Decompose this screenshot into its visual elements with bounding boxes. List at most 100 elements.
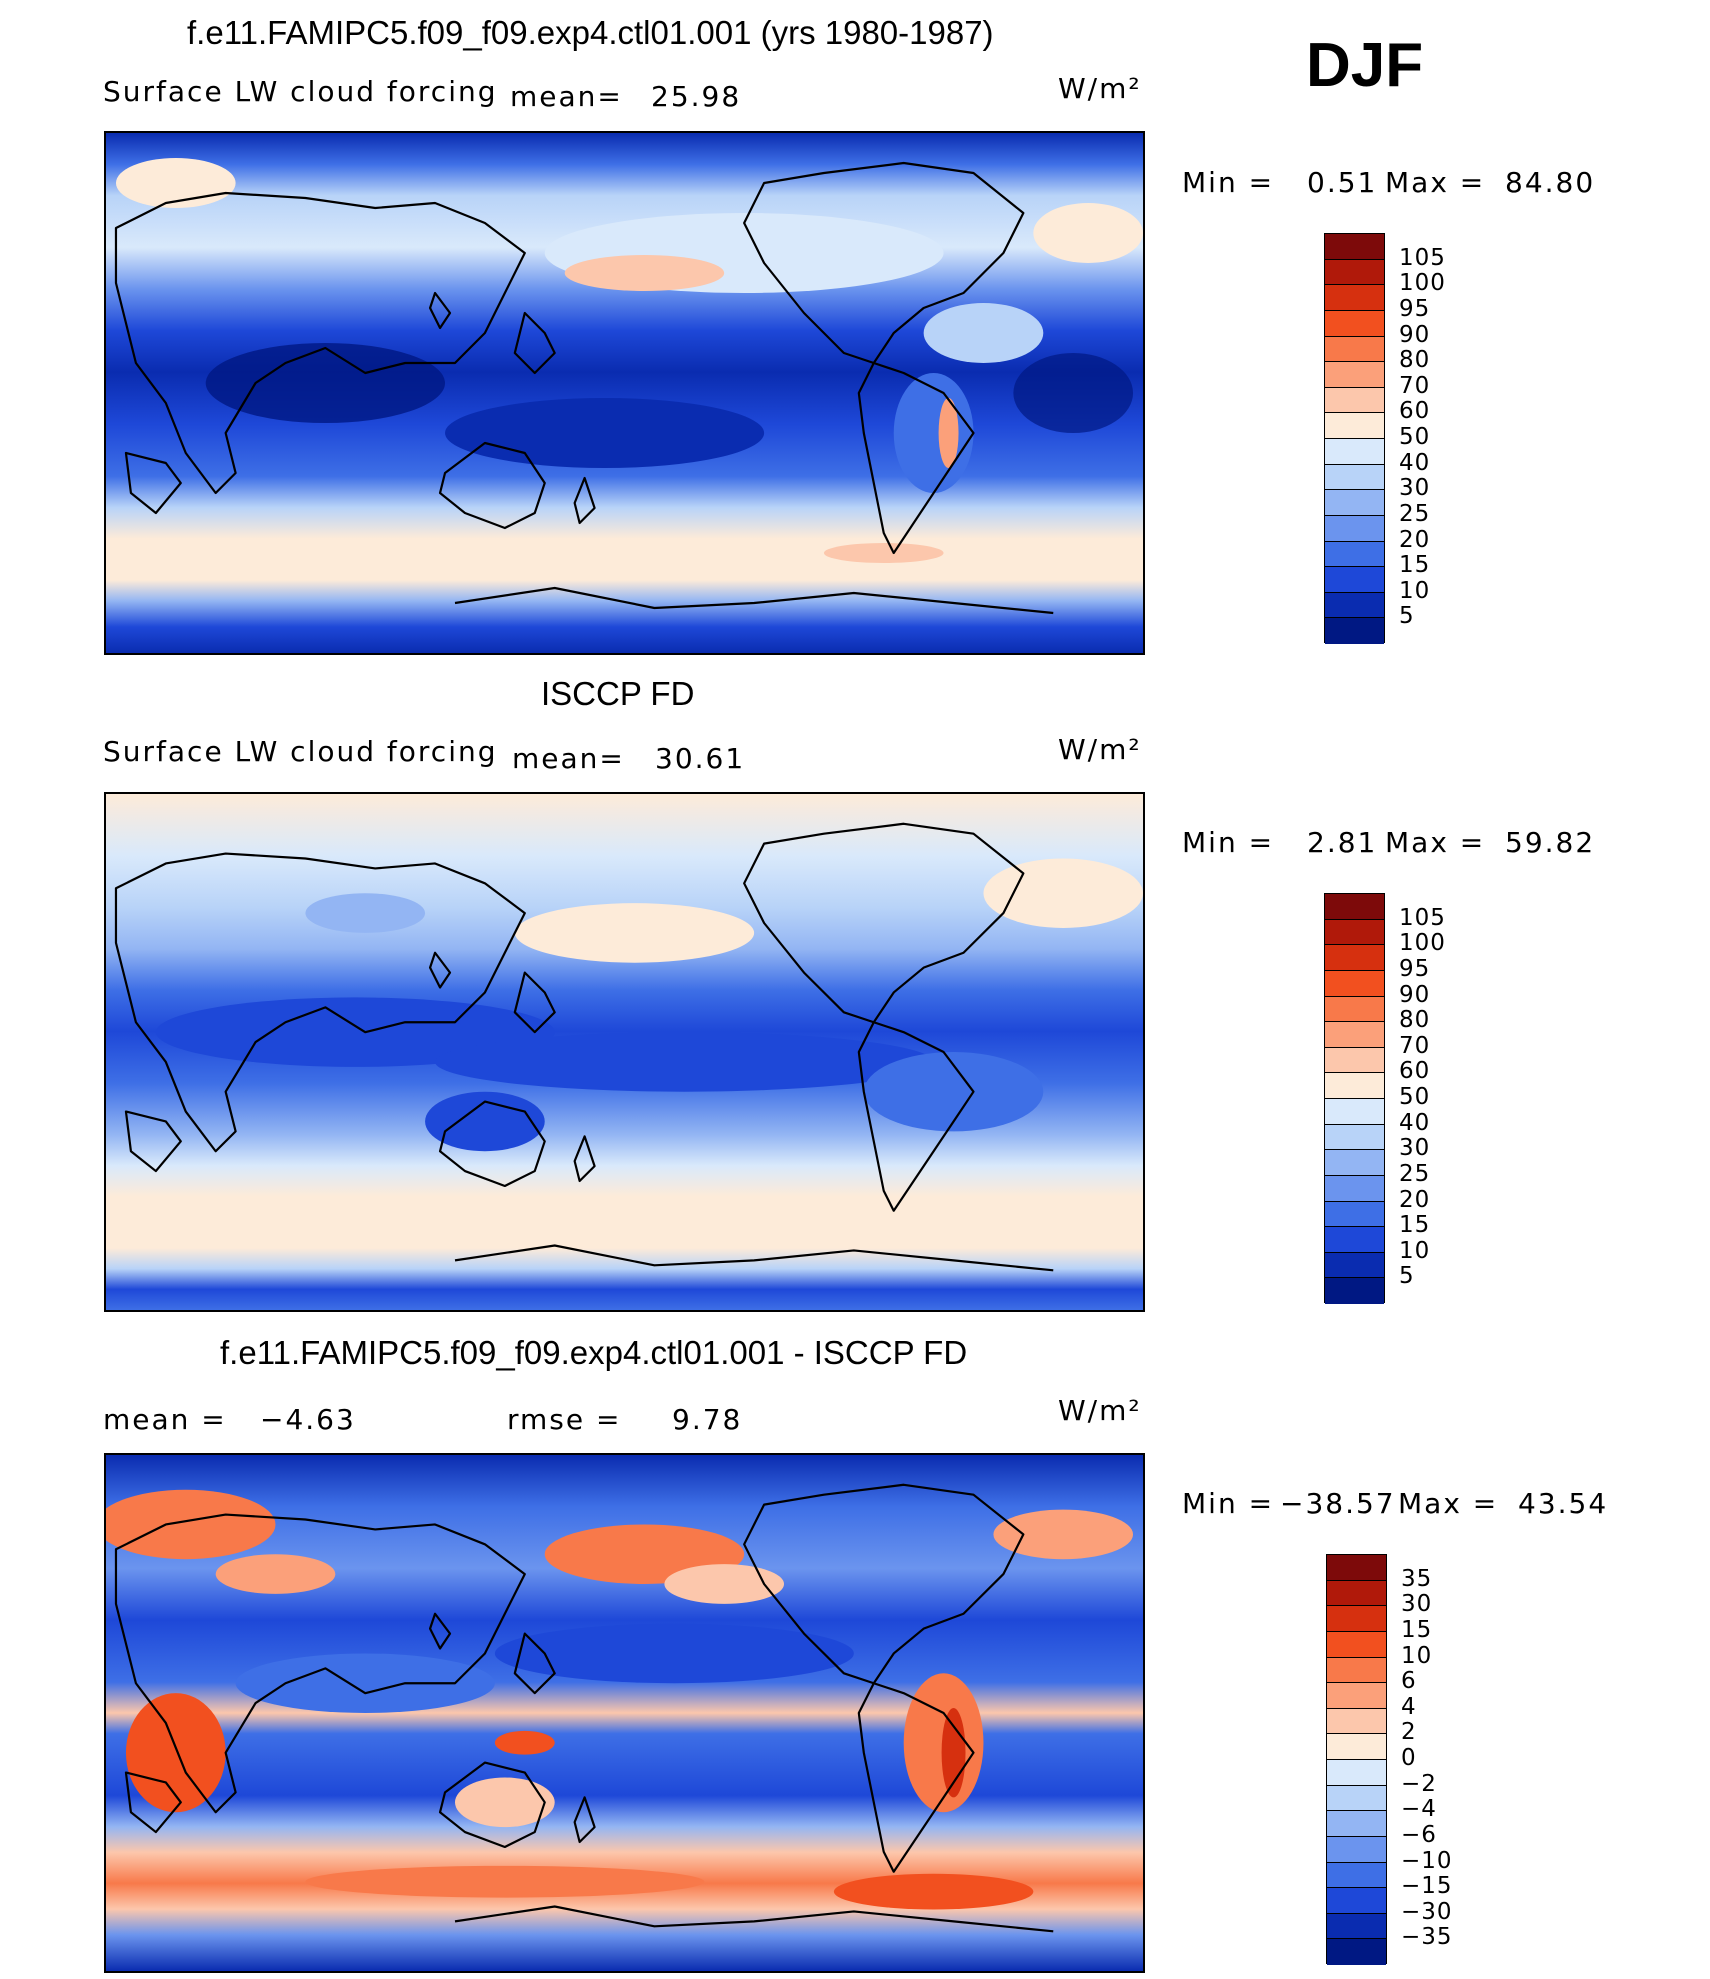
colorbar-tick-label: 100	[1399, 930, 1446, 957]
colorbar-swatch	[1325, 1252, 1384, 1279]
colorbar-tick-label: 0	[1401, 1745, 1417, 1771]
panel2-min-value: 2.81	[1307, 826, 1378, 859]
colorbar-swatch	[1325, 1278, 1384, 1304]
colorbar-swatch	[1325, 310, 1384, 337]
panel2-max-value: 59.82	[1505, 826, 1596, 859]
colorbar-swatch	[1325, 1047, 1384, 1074]
colorbar-swatch	[1327, 1580, 1386, 1607]
panel1-title: f.e11.FAMIPC5.f09_f09.exp4.ctl01.001 (yr…	[187, 14, 994, 51]
colorbar-swatch	[1325, 996, 1384, 1023]
panel2-units: W/m²	[1058, 733, 1142, 766]
panel2-title: ISCCP FD	[541, 675, 695, 712]
colorbar-tick-label: 60	[1399, 1058, 1431, 1085]
colorbar-tick-label: 10	[1401, 1642, 1433, 1669]
colorbar-swatch	[1325, 894, 1384, 920]
panel3-units: W/m²	[1058, 1394, 1142, 1427]
colorbar-tick-label: 50	[1399, 1084, 1431, 1110]
panel1-map	[104, 131, 1145, 655]
colorbar-tick-label: 20	[1399, 526, 1431, 553]
panel3-title: f.e11.FAMIPC5.f09_f09.exp4.ctl01.001 - I…	[220, 1334, 968, 1371]
colorbar-tick-label: 90	[1399, 981, 1431, 1008]
colorbar-swatch	[1327, 1555, 1386, 1581]
panel1-mean-value: 25.98	[651, 80, 742, 113]
colorbar-swatch	[1327, 1913, 1386, 1940]
colorbar-swatch	[1325, 919, 1384, 946]
colorbar-swatch	[1327, 1708, 1386, 1735]
colorbar-tick-label: 70	[1399, 1032, 1431, 1059]
colorbar-tick-label: 2	[1401, 1719, 1417, 1746]
colorbar-tick-label: 90	[1399, 321, 1431, 348]
panel2-variable-label: Surface LW cloud forcing	[103, 735, 498, 768]
colorbar-tick-label: 25	[1399, 1160, 1431, 1187]
colorbar-tick-label: 10	[1399, 1237, 1431, 1264]
colorbar-swatch	[1327, 1760, 1386, 1786]
colorbar-swatch	[1325, 1227, 1384, 1253]
colorbar-swatch	[1325, 515, 1384, 542]
colorbar-swatch	[1327, 1683, 1386, 1709]
panel3-max-label: Max =	[1398, 1487, 1499, 1520]
panel1-mean-label: mean=	[510, 80, 623, 113]
colorbar-swatch	[1327, 1657, 1386, 1684]
panel3-rmse-value: 9.78	[672, 1403, 743, 1436]
colorbar-swatch	[1325, 234, 1384, 260]
panel1-variable-label: Surface LW cloud forcing	[103, 75, 498, 108]
colorbar-tick-label: 95	[1399, 955, 1431, 982]
season-label: DJF	[1306, 31, 1424, 100]
colorbar-tick-label: −15	[1401, 1873, 1453, 1900]
colorbar-swatch	[1325, 336, 1384, 363]
colorbar-swatch	[1325, 1150, 1384, 1176]
colorbar-swatch	[1327, 1734, 1386, 1760]
panel1-max-value: 84.80	[1505, 166, 1596, 199]
colorbar-swatch	[1325, 413, 1384, 439]
colorbar-swatch	[1327, 1785, 1386, 1812]
colorbar-tick-label: 35	[1401, 1565, 1433, 1592]
colorbar-swatch	[1325, 1124, 1384, 1151]
colorbar-swatch	[1325, 970, 1384, 997]
panel1-units: W/m²	[1058, 72, 1142, 105]
colorbar-swatch	[1325, 1099, 1384, 1125]
colorbar-swatch	[1325, 1022, 1384, 1048]
colorbar-swatch	[1327, 1939, 1386, 1965]
panel3-mean-value: −4.63	[260, 1403, 356, 1436]
panel3-map-svg	[106, 1455, 1143, 1971]
colorbar-tick-label: 4	[1401, 1693, 1417, 1720]
colorbar-swatch	[1325, 592, 1384, 619]
colorbar-tick-label: 70	[1399, 372, 1431, 399]
colorbar-swatch	[1327, 1631, 1386, 1658]
colorbar-tick-label: 40	[1399, 1109, 1431, 1136]
colorbar-tick-label: 80	[1399, 347, 1431, 374]
colorbar-swatch	[1327, 1606, 1386, 1632]
colorbar-tick-label: 20	[1399, 1186, 1431, 1213]
panel2-mean-label: mean=	[512, 742, 625, 775]
panel3-min-label: Min =	[1182, 1487, 1275, 1520]
colorbar-tick-label: 80	[1399, 1007, 1431, 1034]
panel3-rmse-label: rmse =	[507, 1403, 622, 1436]
panel2-mean-value: 30.61	[655, 742, 746, 775]
colorbar-swatch	[1325, 362, 1384, 388]
colorbar-tick-label: 60	[1399, 398, 1431, 425]
colorbar-swatch	[1325, 464, 1384, 491]
colorbar-tick-label: 15	[1399, 1212, 1431, 1239]
colorbar-tick-label: 105	[1399, 244, 1446, 271]
panel2-map-svg	[106, 794, 1143, 1310]
colorbar-swatch	[1327, 1888, 1386, 1914]
panel1-max-label: Max =	[1385, 166, 1486, 199]
colorbar-tick-label: −4	[1401, 1796, 1437, 1823]
colorbar-swatch	[1325, 945, 1384, 971]
panel2-max-label: Max =	[1385, 826, 1486, 859]
colorbar-tick-label: −35	[1401, 1924, 1453, 1951]
panel2-min-label: Min =	[1182, 826, 1275, 859]
colorbar-tick-label: 100	[1399, 270, 1446, 297]
colorbar-tick-label: 5	[1399, 1263, 1415, 1290]
panel3-map	[104, 1453, 1145, 1973]
colorbar-swatch	[1327, 1862, 1386, 1889]
colorbar-swatch	[1325, 1073, 1384, 1099]
colorbar-tick-label: −6	[1401, 1821, 1437, 1848]
colorbar-tick-label: 50	[1399, 424, 1431, 450]
colorbar-swatch	[1327, 1836, 1386, 1863]
colorbar-tick-label: −2	[1401, 1770, 1437, 1797]
panel2-colorbar	[1324, 893, 1385, 1304]
colorbar-tick-label: 105	[1399, 904, 1446, 931]
colorbar-swatch	[1325, 285, 1384, 311]
panel3-max-value: 43.54	[1518, 1487, 1609, 1520]
